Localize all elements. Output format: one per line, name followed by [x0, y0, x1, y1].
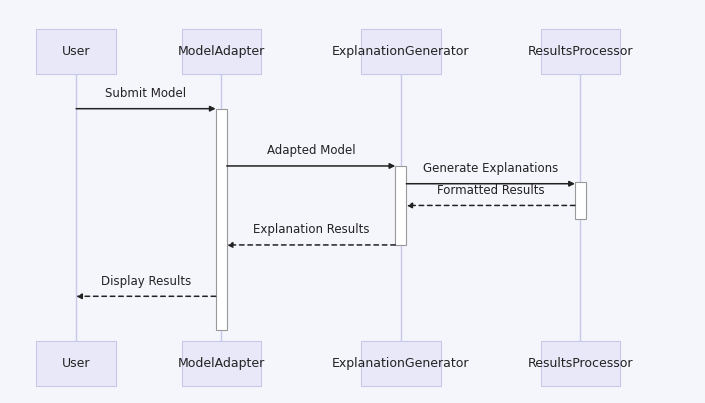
Bar	[361, 29, 441, 74]
Bar	[37, 341, 116, 386]
Bar	[37, 29, 116, 74]
Bar	[361, 341, 441, 386]
Text: ExplanationGenerator: ExplanationGenerator	[332, 45, 470, 58]
Text: User: User	[62, 357, 90, 370]
Bar	[216, 109, 227, 330]
Bar	[181, 29, 261, 74]
Bar	[575, 182, 586, 219]
Text: Submit Model: Submit Model	[105, 87, 187, 100]
Text: Display Results: Display Results	[101, 274, 191, 288]
Text: ExplanationGenerator: ExplanationGenerator	[332, 357, 470, 370]
Text: Explanation Results: Explanation Results	[253, 223, 369, 236]
Bar	[396, 166, 406, 245]
Text: ModelAdapter: ModelAdapter	[178, 45, 265, 58]
Text: ModelAdapter: ModelAdapter	[178, 357, 265, 370]
Bar	[181, 341, 261, 386]
Bar	[541, 341, 620, 386]
Text: ResultsProcessor: ResultsProcessor	[528, 357, 633, 370]
Bar	[541, 29, 620, 74]
Text: ResultsProcessor: ResultsProcessor	[528, 45, 633, 58]
Text: Generate Explanations: Generate Explanations	[423, 162, 558, 175]
Text: Formatted Results: Formatted Results	[437, 184, 544, 197]
Text: User: User	[62, 45, 90, 58]
Text: Adapted Model: Adapted Model	[266, 144, 355, 157]
